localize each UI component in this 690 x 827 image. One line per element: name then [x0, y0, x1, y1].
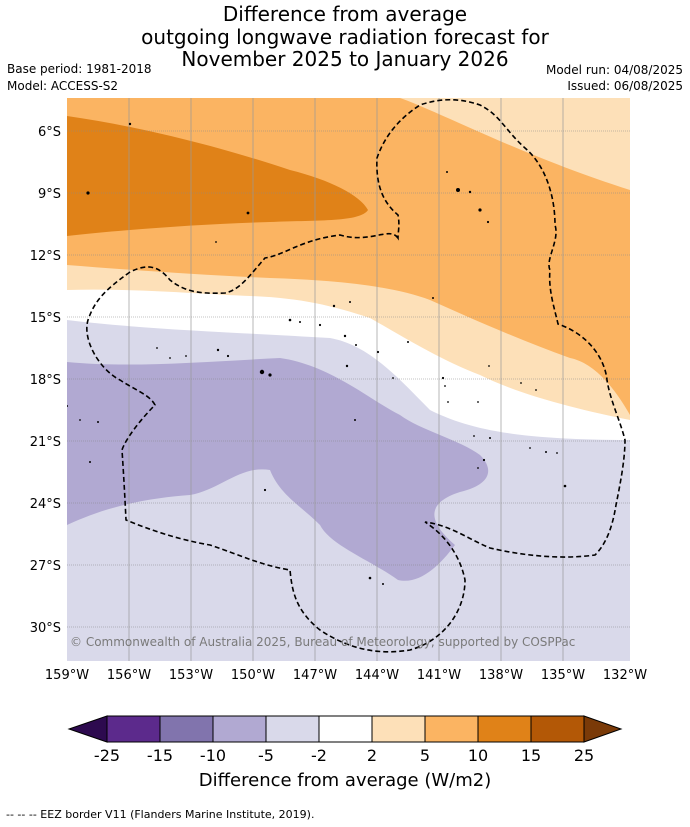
colorbar-tick-label: 2 [367, 746, 377, 765]
lat-label: 9°S [38, 187, 61, 202]
title-line-3: November 2025 to January 2026 [181, 47, 509, 71]
colorbar-under-arrow [67, 715, 108, 743]
lon-label: 138°W [479, 668, 523, 683]
colorbar-over-arrow [583, 715, 623, 743]
colorbar-tick-label: -15 [147, 746, 173, 765]
map-area: © Commonwealth of Australia 2025, Bureau… [67, 98, 630, 661]
lat-label: 21°S [30, 435, 61, 450]
lat-label: 27°S [30, 559, 61, 574]
eez-footnote: -- -- -- EEZ border V11 (Flanders Marine… [6, 808, 315, 821]
lon-label: 141°W [417, 668, 461, 683]
colorbar-tick-label: -5 [258, 746, 274, 765]
colorbar-bin [159, 715, 214, 743]
latitude-labels: 6°S 9°S 12°S 15°S 18°S 21°S 24°S 27°S 30… [30, 125, 61, 636]
model-run: Model run: 04/08/2025 [545, 63, 683, 77]
lat-label: 12°S [30, 249, 61, 264]
colorbar-bin [371, 715, 426, 743]
lat-label: 30°S [30, 621, 61, 636]
issued-date: Issued: 06/08/2025 [567, 79, 683, 93]
lon-label: 147°W [293, 668, 337, 683]
base-period: Base period: 1981-2018 [7, 62, 152, 76]
lon-label: 132°W [603, 668, 647, 683]
lon-label: 150°W [231, 668, 275, 683]
lon-label: 159°W [45, 668, 89, 683]
colorbar [67, 715, 623, 743]
colorbar-bin [265, 715, 320, 743]
title-line-2: outgoing longwave radiation forecast for [141, 25, 549, 49]
copyright-credit: © Commonwealth of Australia 2025, Bureau… [70, 635, 575, 649]
colorbar-bin [530, 715, 585, 743]
colorbar-tick-label: -2 [311, 746, 327, 765]
colorbar-bin [212, 715, 267, 743]
eez-borders [86, 98, 626, 653]
title-line-1: Difference from average [222, 2, 468, 26]
lon-label: 144°W [355, 668, 399, 683]
lat-label: 15°S [30, 311, 61, 326]
colorbar-tick-label: 5 [420, 746, 430, 765]
colorbar-tick-label: -10 [200, 746, 226, 765]
lon-label: 135°W [541, 668, 585, 683]
colorbar-tick-label: 10 [468, 746, 488, 765]
colorbar-tick-label: 25 [574, 746, 594, 765]
longitude-labels: 159°W 156°W 153°W 150°W 147°W 144°W 141°… [45, 668, 647, 683]
colorbar-tick-label: 15 [521, 746, 541, 765]
colorbar-bin [424, 715, 479, 743]
band-neg-5-10 [67, 358, 489, 581]
lat-label: 6°S [38, 125, 61, 140]
model-name: Model: ACCESS-S2 [7, 79, 119, 93]
colorbar-bin [477, 715, 532, 743]
lat-label: 24°S [30, 497, 61, 512]
lon-label: 153°W [169, 668, 213, 683]
meridians [128, 98, 564, 661]
lat-label: 18°S [30, 373, 61, 388]
colorbar-bin [106, 715, 161, 743]
colorbar-title: Difference from average (W/m2) [198, 770, 492, 791]
colorbar-bin [318, 715, 373, 743]
band-pos-10-15 [67, 116, 368, 236]
colorbar-tick-label: -25 [94, 746, 120, 765]
islands [67, 122, 567, 585]
colorbar-ticks: -25 -15 -10 -5 -2 2 5 10 15 25 [94, 746, 594, 765]
lon-label: 156°W [107, 668, 151, 683]
